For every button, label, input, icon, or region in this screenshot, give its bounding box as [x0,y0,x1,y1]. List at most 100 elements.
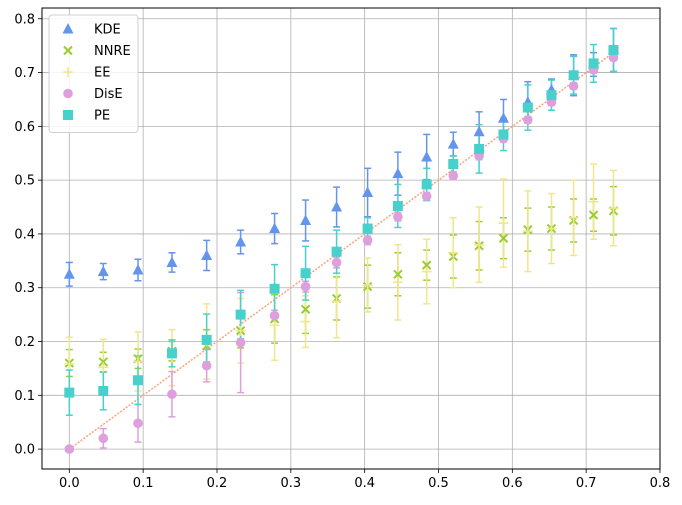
y-tick-label: 0.8 [14,12,35,27]
nnre-point [498,233,509,243]
dise-point [201,360,212,371]
nnre-point [98,357,108,367]
pe-point [392,200,403,211]
pe-point [568,70,579,81]
kde-point [201,249,213,260]
kde-point [392,167,404,179]
legend-label: PE [94,109,110,124]
y-tick-label: 0.1 [14,389,35,404]
kde-point [447,138,459,149]
pe-point [522,102,533,113]
y-tick-label: 0.5 [14,174,35,189]
pe-point [235,309,246,320]
ee-point [64,359,75,370]
nnre-point [588,210,599,220]
legend-marker [63,88,73,99]
dise-point [269,310,280,321]
y-tick-label: 0.0 [14,443,35,458]
legend-label: KDE [94,23,121,38]
nnre-point [393,269,403,279]
pe-point [362,223,373,234]
legend-item-kde: KDE [62,23,121,38]
x-tick-label: 0.3 [280,476,301,491]
ee-point [448,247,459,258]
x-tick-label: 0.2 [207,476,228,491]
ee-point [474,239,485,250]
dise-point [568,81,579,91]
dise-point [608,52,619,63]
x-tick-label: 0.4 [354,476,375,491]
kde-point [235,235,247,247]
pe-point [269,283,280,294]
x-tick-label: 0.6 [502,476,523,491]
pe-point [98,386,109,397]
legend-box [48,14,139,133]
ee-point [546,223,557,234]
x-tick-label: 0.7 [576,476,597,491]
ee-point [331,296,342,307]
legend-marker [63,110,73,120]
pe-point [421,179,432,190]
kde-point [473,125,485,137]
ee-point [421,266,432,277]
ee-point [588,196,599,207]
kde-point [497,112,509,123]
kde-point [300,214,312,225]
kde-point [166,256,178,267]
x-tick-label: 0.0 [59,476,80,491]
y-tick-label: 0.6 [14,120,35,135]
pe-point [448,158,459,169]
kde-point [269,222,281,234]
pe-series [64,44,619,398]
kde-point [63,268,75,279]
dise-point [64,444,75,454]
dise-point [300,281,311,292]
legend-marker [63,45,73,56]
legend: KDE NNRE EE DisE PE [48,14,139,133]
x-tick-label: 0.5 [428,476,449,491]
nnre-point [421,260,432,270]
kde-point [97,265,109,277]
legend-item-nnre: NNRE [63,44,131,59]
dise-point [98,433,109,444]
ee-point [522,226,533,237]
kde-point [421,151,433,162]
kde-point [362,186,374,198]
y-tick-label: 0.3 [14,281,35,296]
dise-point [235,337,246,348]
pe-point [166,348,177,359]
legend-label: EE [94,66,110,81]
axis-ticks: 0.0 0.1 0.2 0.3 0.4 0.5 0.6 0.7 0.8 0.0 0.1 0.2 0.3 0… [14,12,670,491]
x-tick-label: 0.1 [133,476,154,491]
legend-label: DisE [94,87,123,102]
ee-point [269,320,280,331]
ee-point [362,280,373,291]
legend-item-dise: DisE [63,87,123,102]
pe-point [132,375,143,386]
legend-marker [62,23,74,34]
pe-point [498,129,509,140]
plot-frame [41,7,661,470]
y-tick-label: 0.7 [14,66,35,81]
pe-point [546,90,557,101]
pe-point [201,334,212,345]
dise-point [362,235,373,246]
kde-point [331,201,343,212]
legend-item-ee: EE [63,66,110,81]
dise-point [448,171,459,181]
pe-point [331,246,342,257]
legend-item-pe: PE [63,109,110,124]
dise-point [133,418,143,429]
legend-marker [63,67,73,77]
ee-point [235,325,246,336]
ee-series [64,196,619,373]
pe-point [64,387,75,398]
pe-point [588,58,599,69]
dise-point [167,389,177,400]
x-tick-label: 0.8 [650,476,671,491]
dise-point [393,211,403,222]
legend-label: NNRE [94,44,131,59]
ee-point [132,356,143,367]
y-tick-label: 0.4 [14,227,35,242]
